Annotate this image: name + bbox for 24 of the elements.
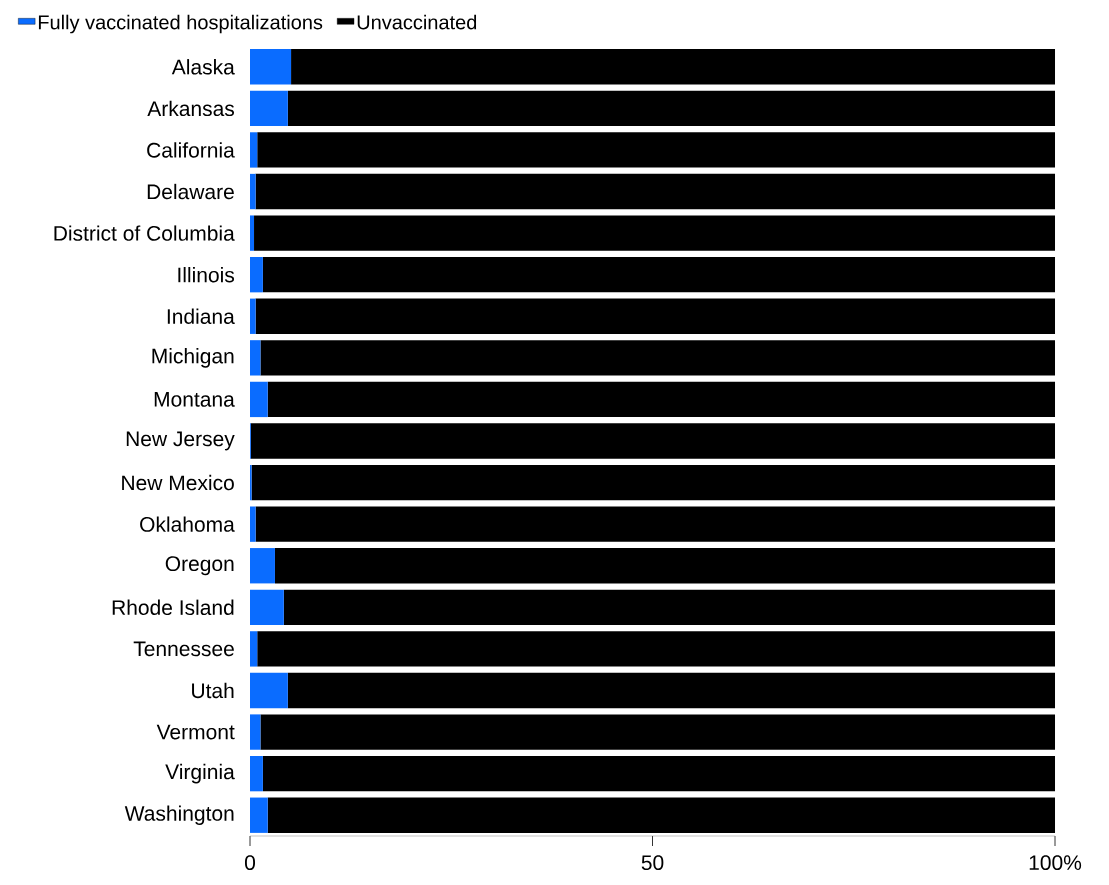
y-tick-label: Delaware bbox=[147, 183, 234, 200]
y-tick-label: Rhode Island bbox=[112, 599, 234, 616]
legend-label: Unvaccinated bbox=[357, 14, 477, 30]
y-tick-label: Alaska bbox=[171, 59, 235, 75]
y-tick-label: Arkansas bbox=[147, 100, 235, 117]
y-tick-label: Michigan bbox=[152, 348, 234, 368]
y-tick-label: Montana bbox=[154, 392, 235, 407]
y-tick-label: Tennessee bbox=[133, 641, 234, 657]
y-tick-label: New Mexico bbox=[122, 474, 234, 491]
y-tick-label: District of Columbia bbox=[54, 225, 235, 241]
y-tick-label: Vermont bbox=[156, 724, 235, 740]
y-tick-label: Illinois bbox=[178, 266, 235, 283]
y-tick-label: Oregon bbox=[165, 556, 234, 576]
y-tick-label: Virginia bbox=[165, 763, 235, 784]
y-tick-label: Utah bbox=[192, 682, 234, 699]
y-tick-label: New Jersey bbox=[126, 431, 235, 451]
x-tick-label: 50 bbox=[641, 855, 664, 871]
y-tick-label: Indiana bbox=[167, 308, 235, 324]
y-tick-label: Washington bbox=[124, 805, 234, 826]
x-tick-label: 0 bbox=[244, 855, 256, 871]
y-tick-label: Oklahoma bbox=[140, 516, 235, 532]
x-tick-label: 100% bbox=[1029, 855, 1082, 871]
legend-label: Fully vaccinated hospitalizations bbox=[38, 14, 323, 34]
y-tick-label: California bbox=[147, 142, 235, 158]
